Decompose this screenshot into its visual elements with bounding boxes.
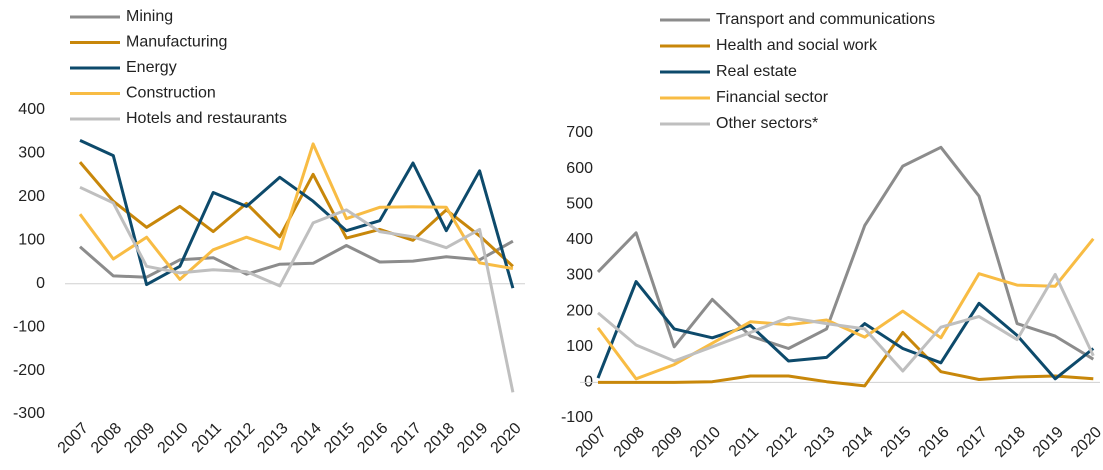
x-tick-label: 2019 [454,420,491,457]
x-tick-label: 2017 [954,424,991,461]
x-tick-label: 2011 [189,420,225,456]
y-tick-label: 400 [566,231,593,248]
x-tick-label: 2010 [687,424,724,461]
x-tick-label: 2015 [321,420,358,457]
y-tick-label: 0 [36,275,45,292]
legend-label: Financial sector [716,89,829,106]
x-tick-label: 2013 [801,424,838,461]
legend-label: Energy [126,59,177,76]
y-tick-label: 200 [566,302,593,319]
series-line [79,185,515,393]
legend-label: Mining [126,8,173,25]
y-tick-label: 600 [566,160,593,177]
x-tick-label: 2007 [573,424,610,461]
y-tick-label: 700 [566,124,593,141]
x-tick-label: 2010 [155,420,192,457]
legend-label: Transport and communications [716,11,935,28]
x-tick-label: 2007 [55,420,92,457]
x-tick-label: 2016 [916,424,953,461]
y-tick-label: 300 [566,267,593,284]
x-tick-label: 2017 [388,420,425,457]
x-tick-label: 2013 [254,420,291,457]
y-tick-label: -100 [561,409,593,426]
legend-label: Other sectors* [716,115,818,132]
y-tick-label: 300 [18,145,45,162]
series-line [78,142,514,281]
series-line [597,272,1095,373]
x-tick-label: 2015 [877,424,914,461]
x-tick-label: 2019 [1030,424,1067,461]
y-tick-label: 100 [18,232,45,249]
x-tick-label: 2020 [488,420,525,457]
x-tick-label: 2008 [611,424,648,461]
x-tick-label: 2009 [649,424,686,461]
x-tick-label: 2014 [839,424,876,461]
legend-label: Hotels and restaurants [126,110,287,127]
x-tick-label: 2011 [726,424,762,460]
y-tick-label: 500 [566,195,593,212]
x-tick-label: 2012 [763,424,800,461]
y-tick-label: 400 [18,101,45,118]
series-line [78,161,514,268]
legend-label: Manufacturing [126,34,227,51]
y-tick-label: -200 [13,362,45,379]
series-line [596,237,1095,381]
y-tick-label: -100 [13,318,45,335]
series-line [598,331,1094,388]
x-tick-label: 2016 [354,420,391,457]
series-line [79,239,514,279]
x-tick-label: 2012 [221,420,258,457]
y-tick-label: -300 [13,405,45,422]
y-tick-label: 200 [18,188,45,205]
x-tick-label: 2009 [121,420,158,457]
x-tick-label: 2008 [88,420,125,457]
y-tick-label: 100 [566,338,593,355]
legend-label: Construction [126,85,216,102]
legend-label: Health and social work [716,37,878,54]
x-tick-label: 2020 [1068,424,1103,461]
series-line [79,139,515,289]
legend-label: Real estate [716,63,797,80]
series-line [596,145,1095,361]
x-tick-label: 2018 [421,420,458,457]
series-line [596,280,1095,381]
x-tick-label: 2014 [288,420,325,457]
x-tick-label: 2018 [992,424,1029,461]
